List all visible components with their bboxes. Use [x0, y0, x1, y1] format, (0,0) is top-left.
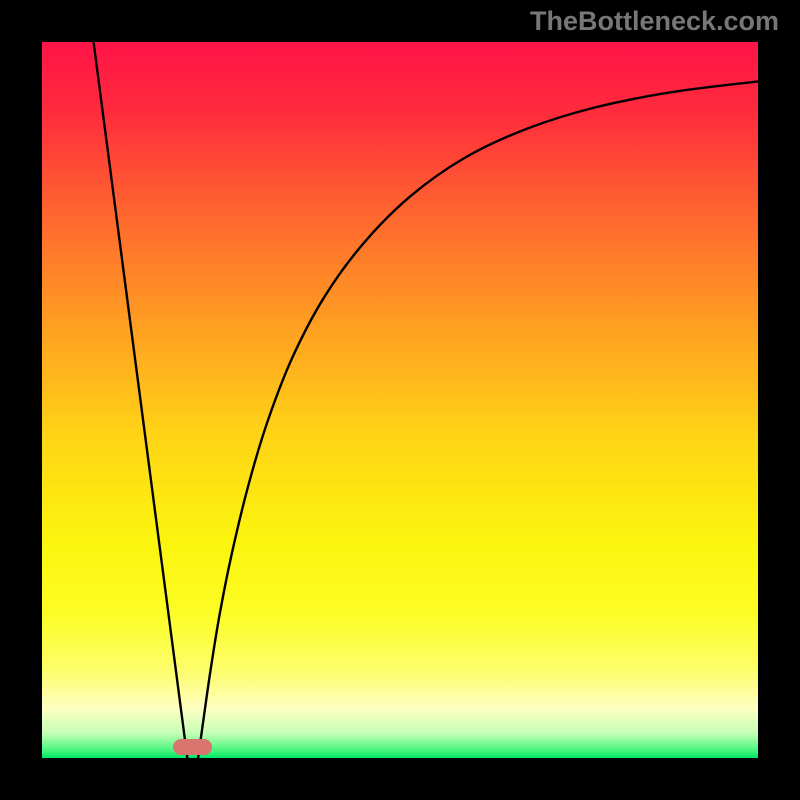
watermark-text: TheBottleneck.com — [530, 6, 779, 37]
optimal-marker — [173, 739, 212, 755]
plot-area — [42, 42, 758, 758]
chart-container: TheBottleneck.com — [0, 0, 800, 800]
gradient-background — [42, 42, 758, 758]
